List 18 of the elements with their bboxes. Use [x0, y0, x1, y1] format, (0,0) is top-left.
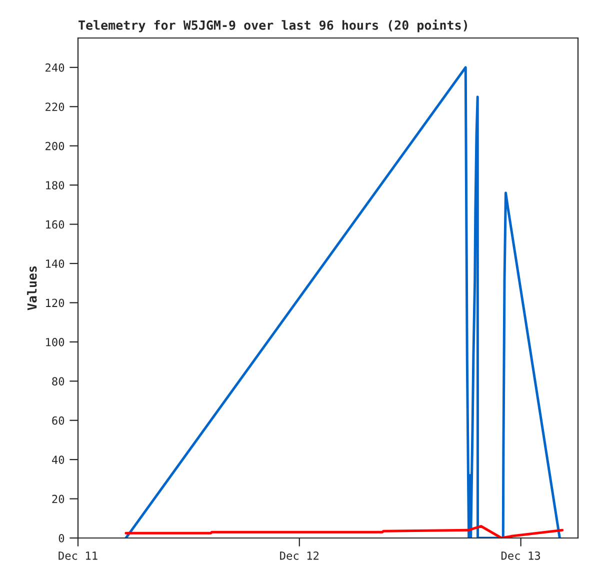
x-tick-label: Dec 13 [501, 551, 540, 560]
y-tick-label: 0 [58, 534, 64, 542]
y-tick-label: 80 [52, 377, 64, 386]
y-tick-label: 40 [52, 456, 64, 464]
y-tick-label: 200 [46, 142, 64, 150]
chart-title: Telemetry for W5JGM-9 over last 96 hours (20 points) [78, 20, 467, 32]
y-tick-label: 180 [46, 181, 64, 190]
x-tick-label: Dec 12 [280, 551, 319, 560]
y-axis-title: Values [27, 266, 37, 310]
y-tick-label: 20 [52, 494, 64, 504]
y-tick-label: 120 [46, 298, 64, 308]
y-tick-label: 140 [46, 259, 64, 268]
y-tick-label: 160 [46, 220, 64, 229]
x-tick-label: Dec 11 [58, 552, 98, 560]
y-tick-label: 240 [46, 63, 64, 72]
y-tick-label: 220 [46, 102, 64, 112]
y-tick-label: 100 [46, 338, 64, 346]
y-tick-label: 60 [52, 416, 64, 425]
